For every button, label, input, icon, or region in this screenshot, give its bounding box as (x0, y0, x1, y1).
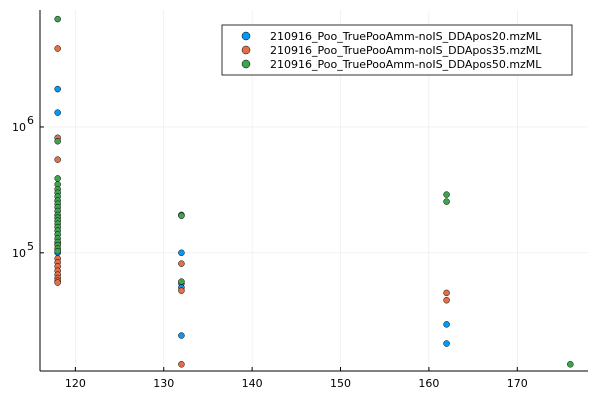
data-point (54, 45, 61, 52)
data-point (443, 198, 450, 205)
x-tick-label: 130 (153, 377, 174, 390)
data-point (54, 279, 61, 286)
x-tick-label: 160 (418, 377, 439, 390)
legend-label: 210916_Poo_TruePooAmm-noIS_DDApos50.mzML (270, 58, 542, 71)
plot-frame (39, 10, 588, 372)
data-point (443, 340, 450, 347)
data-point (178, 212, 185, 219)
data-point (54, 156, 61, 163)
legend-label: 210916_Poo_TruePooAmm-noIS_DDApos20.mzML (270, 30, 542, 43)
x-ticks: 120 130 140 150 160 170 (65, 367, 528, 390)
data-point (54, 109, 61, 116)
data-point (178, 361, 185, 368)
data-point (443, 321, 450, 328)
data-point (54, 137, 61, 145)
x-tick-label: 140 (242, 377, 263, 390)
data-point (178, 287, 185, 294)
data-point (54, 175, 61, 182)
data-point (178, 332, 185, 339)
data-point (567, 361, 574, 368)
legend-marker (241, 31, 251, 41)
x-tick-label: 150 (330, 377, 351, 390)
legend-marker (241, 59, 251, 69)
data-point (54, 85, 61, 93)
data-point (443, 296, 450, 304)
y-tick-exponent: 6 (27, 114, 34, 127)
y-tick-label: 10 (12, 247, 26, 260)
data-points (54, 15, 574, 368)
data-point (54, 15, 61, 23)
y-tick-label: 10 (12, 121, 26, 134)
data-point (443, 191, 450, 198)
data-point (54, 247, 61, 255)
data-point (443, 289, 450, 297)
legend-marker (241, 45, 251, 55)
y-tick-exponent: 5 (27, 240, 34, 253)
x-tick-label: 120 (65, 377, 86, 390)
data-point (178, 278, 185, 285)
data-point (178, 249, 185, 257)
x-tick-label: 170 (507, 377, 528, 390)
data-point (178, 260, 185, 267)
legend-box (221, 24, 573, 76)
legend-label: 210916_Poo_TruePooAmm-noIS_DDApos35.mzML (270, 44, 542, 57)
legend: 210916_Poo_TruePooAmm-noIS_DDApos20.mzML… (221, 24, 573, 76)
